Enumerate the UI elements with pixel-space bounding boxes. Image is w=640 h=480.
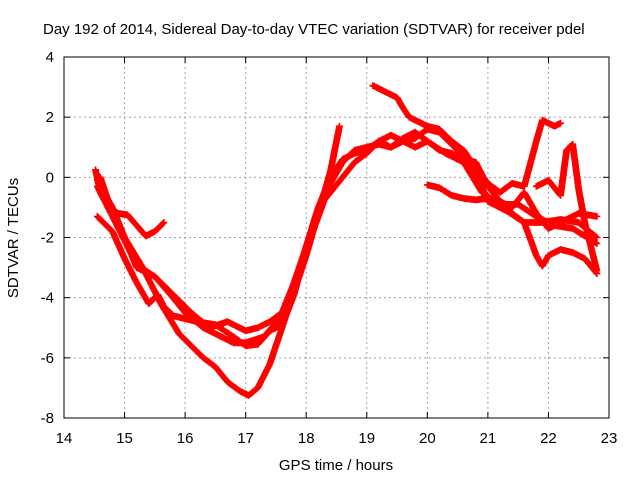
chart-title: Day 192 of 2014, Sidereal Day-to-day VTE… [43, 21, 585, 38]
y-tick-label: -6 [41, 350, 54, 367]
x-tick-label: 20 [419, 430, 436, 447]
x-tick-label: 18 [298, 430, 315, 447]
x-tick-label: 21 [480, 430, 497, 447]
y-tick-label: 0 [46, 169, 54, 186]
series-markers [423, 181, 601, 277]
series-track-5 [96, 128, 601, 399]
data-series [92, 82, 601, 399]
series-markers [369, 82, 564, 196]
x-tick-label: 16 [177, 430, 194, 447]
y-tick-label: -4 [41, 290, 54, 307]
x-tick-label: 15 [116, 430, 133, 447]
x-tick-label: 14 [56, 430, 73, 447]
x-tick-label: 17 [237, 430, 254, 447]
y-tick-label: 4 [46, 49, 54, 66]
axis-ticks: 14 15 16 17 18 19 20 21 22 23 -8 -6 -4 -2 0 2 4 [41, 49, 618, 447]
series-track-6 [369, 82, 564, 196]
series-track-7 [423, 181, 601, 277]
y-tick-label: -8 [41, 410, 54, 427]
x-axis-label: GPS time / hours [279, 457, 393, 474]
y-tick-label: 2 [46, 109, 54, 126]
y-tick-label: -2 [41, 230, 54, 247]
series-markers [532, 140, 601, 274]
plot-frame [63, 56, 610, 419]
x-tick-label: 23 [601, 430, 618, 447]
series-track-8 [532, 140, 601, 274]
x-tick-label: 22 [540, 430, 557, 447]
x-tick-label: 19 [358, 430, 375, 447]
series-markers [96, 128, 601, 399]
y-axis-label: SDTVAR / TECUs [5, 178, 22, 298]
